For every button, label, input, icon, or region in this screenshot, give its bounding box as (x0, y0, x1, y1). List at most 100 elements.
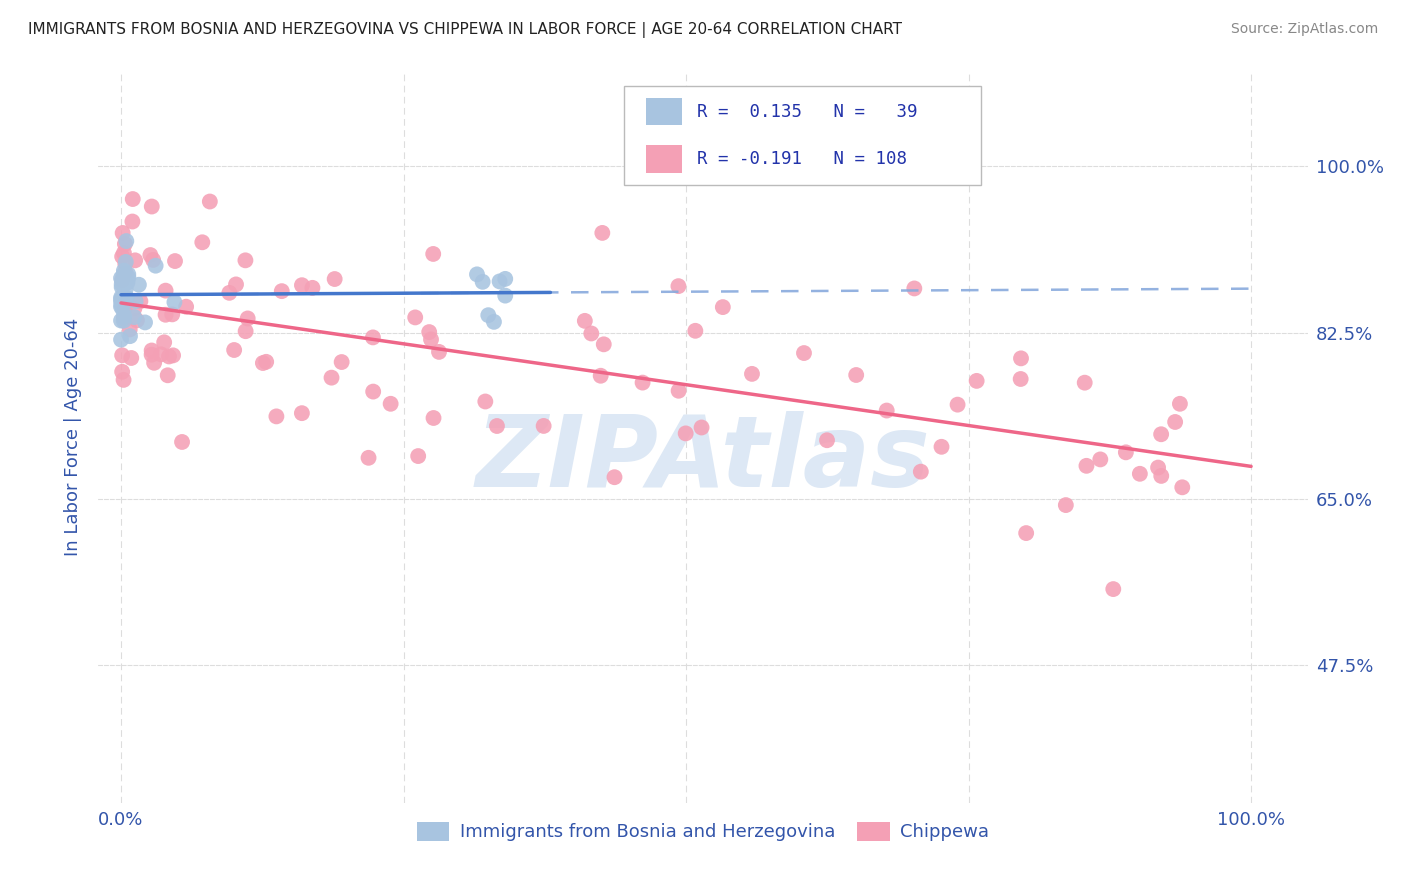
Point (162, 348, 184, 362)
Point (291, 406, 314, 420)
Point (112, 373, 135, 387)
Point (141, 200, 163, 214)
Point (266, 409, 288, 424)
Point (114, 255, 136, 269)
Point (111, 250, 134, 264)
Point (482, 315, 505, 329)
Point (254, 355, 277, 369)
Point (1150, 469, 1173, 483)
Point (330, 355, 353, 369)
Point (145, 259, 167, 273)
Point (150, 347, 173, 361)
Point (118, 329, 141, 343)
Point (235, 324, 257, 338)
Point (112, 314, 135, 328)
Text: IMMIGRANTS FROM BOSNIA AND HERZEGOVINA VS CHIPPEWA IN LABOR FORCE | AGE 20-64 CO: IMMIGRANTS FROM BOSNIA AND HERZEGOVINA V… (28, 22, 903, 38)
Point (668, 384, 690, 398)
Point (117, 270, 139, 285)
Point (120, 351, 142, 365)
Point (110, 290, 132, 304)
Point (1015, 526, 1038, 541)
Point (110, 294, 132, 309)
Point (1076, 458, 1098, 473)
Point (485, 419, 508, 434)
Point (581, 326, 603, 341)
Point (471, 275, 494, 289)
Point (1102, 582, 1125, 596)
Point (139, 248, 162, 262)
Text: Source: ZipAtlas.com: Source: ZipAtlas.com (1230, 22, 1378, 37)
Text: R = -0.191   N = 108: R = -0.191 N = 108 (697, 150, 907, 168)
Point (903, 281, 925, 295)
Point (110, 298, 132, 312)
Point (592, 337, 614, 351)
Point (174, 300, 197, 314)
Point (631, 376, 654, 390)
Point (357, 450, 380, 465)
Point (110, 294, 132, 309)
Point (474, 394, 496, 409)
Point (111, 348, 134, 362)
Point (1129, 467, 1152, 481)
Point (110, 300, 132, 314)
Point (931, 440, 953, 454)
Point (111, 365, 134, 379)
Point (114, 236, 136, 251)
Point (153, 335, 176, 350)
Point (128, 277, 150, 292)
Point (668, 279, 690, 293)
Point (591, 226, 613, 240)
Point (876, 403, 898, 417)
Point (110, 333, 132, 347)
Point (574, 314, 596, 328)
Point (589, 368, 612, 383)
Point (946, 398, 969, 412)
Point (155, 284, 177, 298)
Point (198, 194, 221, 209)
Point (741, 367, 763, 381)
Y-axis label: In Labor Force | Age 20-64: In Labor Force | Age 20-64 (63, 318, 82, 557)
Point (112, 246, 135, 260)
Point (114, 257, 136, 271)
Legend: Immigrants from Bosnia and Herzegovina, Chippewa: Immigrants from Bosnia and Herzegovina, … (409, 814, 997, 848)
Point (156, 368, 179, 383)
Point (224, 343, 246, 357)
Point (1168, 397, 1191, 411)
Point (141, 348, 163, 362)
Point (124, 253, 146, 268)
Point (112, 310, 135, 324)
Point (110, 313, 132, 327)
Point (488, 274, 510, 288)
Point (129, 294, 152, 309)
Point (134, 315, 156, 329)
Point (111, 277, 134, 292)
Point (110, 292, 132, 306)
Point (406, 449, 429, 463)
Point (1147, 460, 1170, 475)
Point (422, 247, 444, 261)
Point (422, 411, 444, 425)
Point (494, 288, 516, 302)
Point (157, 350, 180, 364)
Point (1010, 372, 1032, 386)
Point (117, 267, 139, 281)
Bar (647, 145, 682, 173)
Point (143, 356, 166, 370)
Point (121, 192, 143, 206)
Point (494, 272, 516, 286)
Point (111, 273, 134, 287)
Point (118, 322, 141, 336)
Point (111, 273, 134, 287)
Point (141, 343, 163, 358)
Point (321, 370, 343, 384)
Point (114, 283, 136, 297)
Point (323, 272, 346, 286)
Point (477, 308, 499, 322)
Point (122, 310, 145, 324)
Point (124, 301, 146, 316)
Point (910, 465, 932, 479)
Point (361, 384, 384, 399)
Point (112, 303, 135, 318)
Point (163, 254, 186, 268)
Point (361, 330, 384, 344)
